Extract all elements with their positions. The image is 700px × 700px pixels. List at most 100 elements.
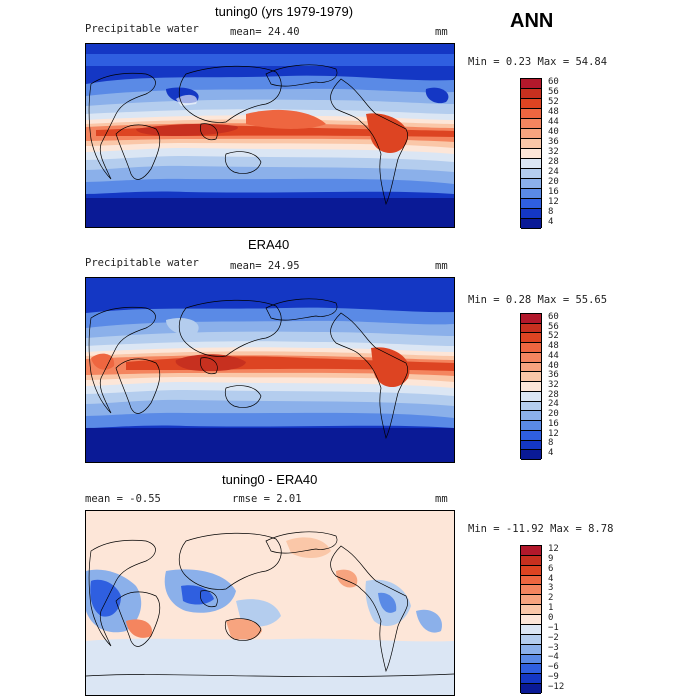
colorbar-diff <box>520 545 542 694</box>
colorbar-swatch <box>521 129 541 139</box>
colorbar-swatch <box>521 391 541 402</box>
colorbar-level-label: 6 <box>548 563 554 574</box>
map-diff <box>85 510 455 696</box>
colorbar-swatch <box>521 654 541 665</box>
colorbar-level-label: 28 <box>548 389 559 400</box>
colorbar-swatch <box>521 99 541 109</box>
colorbar-swatch <box>521 644 541 655</box>
rmse-label: rmse = 2.01 <box>232 493 302 505</box>
variable-label: Precipitable water <box>85 257 199 269</box>
colorbar-swatch <box>521 450 541 460</box>
colorbar-swatch <box>521 684 541 694</box>
colorbar-swatch <box>521 343 541 353</box>
minmax-label: Min = -11.92 Max = 8.78 <box>468 523 614 535</box>
colorbar-level-label: 60 <box>548 77 559 87</box>
colorbar-level-label: 36 <box>548 137 559 147</box>
colorbar-level-label: 52 <box>548 331 559 342</box>
colorbar-swatch <box>521 199 541 209</box>
units-label: mm <box>435 260 448 272</box>
colorbar-level-label: 3 <box>548 583 554 594</box>
colorbar-level-label: 24 <box>548 167 559 177</box>
mean-label: mean= 24.40 <box>230 26 300 38</box>
colorbar-swatch <box>521 79 541 89</box>
colorbar-swatch <box>521 352 541 363</box>
map-model <box>85 43 455 228</box>
colorbar-level-label: 4 <box>548 448 554 459</box>
colorbar-swatch <box>521 119 541 129</box>
colorbar-level-label: 48 <box>548 107 559 117</box>
colorbar-level-label: 52 <box>548 97 559 107</box>
colorbar-swatch <box>521 411 541 422</box>
panel-title: tuning0 (yrs 1979-1979) <box>215 4 354 19</box>
map-obs <box>85 277 455 463</box>
colorbar-swatch <box>521 169 541 179</box>
map-model-field <box>86 44 454 227</box>
colorbar-swatch <box>521 323 541 334</box>
colorbar-level-label: −2 <box>548 632 559 643</box>
colorbar-swatch <box>521 109 541 119</box>
units-label: mm <box>435 493 448 505</box>
colorbar-level-label: 56 <box>548 321 559 332</box>
colorbar-swatch <box>521 440 541 451</box>
colorbar-swatch <box>521 555 541 566</box>
colorbar-level-label: 40 <box>548 360 559 371</box>
colorbar-swatch <box>521 565 541 576</box>
colorbar-level-label: −6 <box>548 662 559 673</box>
colorbar-level-label: 1 <box>548 603 554 614</box>
panel-title: ERA40 <box>248 237 290 252</box>
colorbar-level-label: 20 <box>548 177 559 187</box>
colorbar-swatch <box>521 634 541 645</box>
colorbar-level-label: 44 <box>548 117 559 127</box>
colorbar-level-label: 32 <box>548 380 559 390</box>
colorbar-swatch <box>521 139 541 149</box>
colorbar-level-label: 60 <box>548 311 559 322</box>
colorbar-swatch <box>521 401 541 412</box>
colorbar-level-label: 56 <box>548 87 559 97</box>
diff-mean-label: mean = -0.55 <box>85 493 161 505</box>
colorbar-level-label: 8 <box>548 207 554 217</box>
colorbar-level-label: −4 <box>548 652 559 663</box>
colorbar-swatch <box>521 372 541 383</box>
map-diff-field <box>86 511 454 695</box>
colorbar-level-label: 44 <box>548 350 559 361</box>
colorbar-level-label: −12 <box>548 682 565 693</box>
colorbar-swatch <box>521 585 541 596</box>
colorbar-level-label: 40 <box>548 127 559 137</box>
colorbar-swatch <box>521 430 541 441</box>
minmax-label: Min = 0.28 Max = 55.65 <box>468 294 608 306</box>
colorbar-swatch <box>521 595 541 606</box>
colorbar-level-label: 12 <box>548 543 559 554</box>
map-obs-field <box>86 278 454 462</box>
colorbar-level-label: 12 <box>548 428 559 439</box>
colorbar-swatch <box>521 575 541 586</box>
colorbar-model <box>520 78 542 229</box>
colorbar-swatch <box>521 219 541 229</box>
colorbar-level-label: 16 <box>548 418 559 429</box>
colorbar-swatch <box>521 624 541 635</box>
colorbar-level-label: 24 <box>548 399 559 410</box>
colorbar-swatch <box>521 149 541 159</box>
colorbar-level-label: 48 <box>548 341 559 352</box>
season-label: ANN <box>510 10 554 32</box>
colorbar-level-label: −1 <box>548 622 559 633</box>
colorbar-level-label: −9 <box>548 672 559 683</box>
panel-title: tuning0 - ERA40 <box>222 472 318 487</box>
colorbar-level-label: 12 <box>548 197 559 207</box>
colorbar-level-label: 4 <box>548 573 554 584</box>
colorbar-obs <box>520 313 542 460</box>
colorbar-swatch <box>521 382 541 392</box>
colorbar-swatch <box>521 362 541 373</box>
variable-label: Precipitable water <box>85 23 199 35</box>
colorbar-level-label: 16 <box>548 187 559 197</box>
colorbar-level-label: 2 <box>548 593 554 604</box>
minmax-label: Min = 0.23 Max = 54.84 <box>468 56 608 68</box>
colorbar-level-label: −3 <box>548 642 559 653</box>
colorbar-level-label: 32 <box>548 147 559 157</box>
colorbar-level-label: 4 <box>548 217 554 227</box>
mean-label: mean= 24.95 <box>230 260 300 272</box>
colorbar-swatch <box>521 674 541 685</box>
colorbar-swatch <box>521 615 541 625</box>
colorbar-swatch <box>521 314 541 324</box>
colorbar-swatch <box>521 333 541 344</box>
colorbar-swatch <box>521 89 541 99</box>
